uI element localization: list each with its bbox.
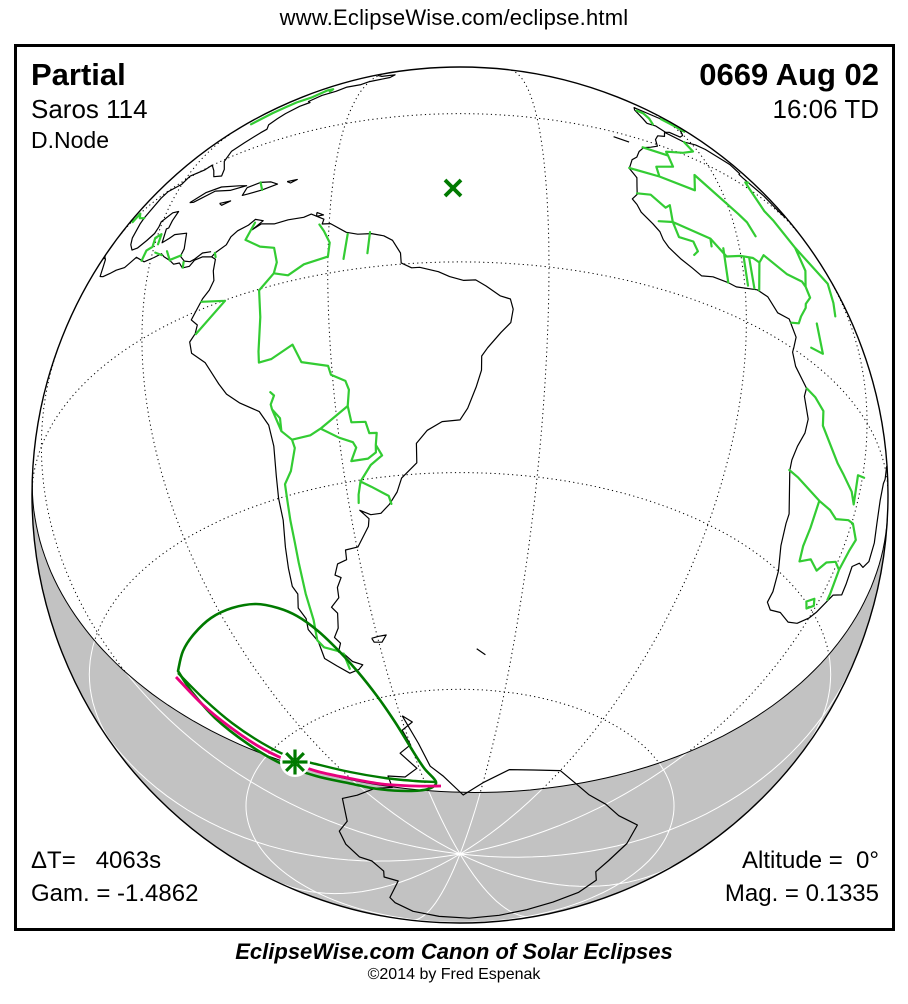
- magnitude-label: Mag. = 0.1335: [722, 877, 881, 910]
- delta-gamma-block: ΔT= 4063s Gam. = -1.4862: [29, 844, 201, 910]
- delta-t-label: ΔT= 4063s: [29, 844, 164, 877]
- footer: EclipseWise.com Canon of Solar Eclipses …: [0, 939, 908, 985]
- eclipse-type-label: Partial: [29, 57, 128, 93]
- footer-copyright: ©2014 by Fred Espenak: [367, 966, 541, 983]
- altitude-label: Altitude = 0°: [739, 844, 881, 877]
- site-url: www.EclipseWise.com/eclipse.html: [279, 5, 629, 30]
- altitude-mag-block: Altitude = 0° Mag. = 0.1335: [722, 844, 881, 910]
- gamma-label: Gam. = -1.4862: [29, 877, 201, 910]
- greatest-eclipse-star-icon: [282, 749, 308, 775]
- eclipse-date-block: 0669 Aug 02 16:06 TD: [697, 57, 881, 125]
- eclipse-globe-map: [31, 66, 889, 924]
- footer-title: EclipseWise.com Canon of Solar Eclipses: [235, 939, 673, 964]
- eclipse-title-block: Partial Saros 114 D.Node: [29, 57, 150, 155]
- subsolar-x-icon: [443, 178, 463, 198]
- node-label: D.Node: [29, 125, 111, 155]
- date-label: 0669 Aug 02: [697, 57, 881, 93]
- saros-label: Saros 114: [29, 93, 150, 125]
- eclipse-map-frame: Partial Saros 114 D.Node 0669 Aug 02 16:…: [14, 44, 895, 931]
- time-label: 16:06 TD: [770, 93, 881, 125]
